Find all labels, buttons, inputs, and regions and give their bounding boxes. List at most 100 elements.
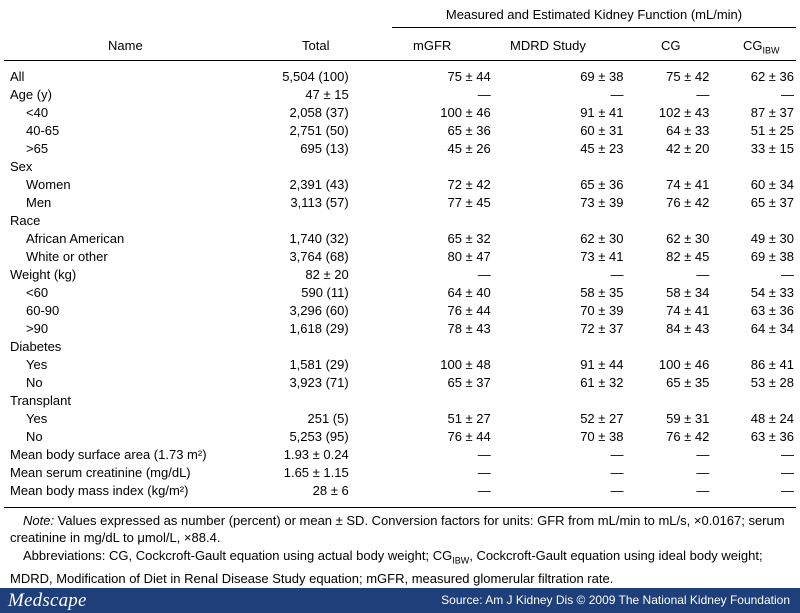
row-name-cell: All: [10, 69, 25, 84]
col-header-mdrd: MDRD Study: [510, 38, 586, 53]
row-name-cell: Transplant: [10, 393, 71, 408]
cgibw-main: CG: [743, 38, 763, 53]
row-mdrd-cell: 60 ± 31: [580, 123, 624, 138]
col-header-total: Total: [302, 38, 330, 53]
header-bottom-rule: [4, 60, 796, 61]
row-mgfr-cell: [397, 392, 518, 410]
table-row: Yes 1,581 (29) 100 ± 48 91 ± 44 100 ± 46 86 ±…: [0, 356, 800, 374]
row-mgfr-cell: —: [477, 87, 491, 102]
table-row: Diabetes: [0, 338, 800, 356]
data-table: All 5,504 (100) 75 ± 44 69 ± 38 75 ± 42 62 ± …: [0, 68, 800, 500]
row-mdrd-cell: 58 ± 35: [580, 285, 624, 300]
row-mgfr-cell: 76 ± 44: [447, 303, 491, 318]
row-cg-cell: 100 ± 46: [658, 357, 710, 372]
row-cgibw-cell: 33 ± 15: [750, 141, 794, 156]
row-total-cell: 5,504 (100): [282, 69, 349, 84]
table-row: 60-90 3,296 (60) 76 ± 44 70 ± 39 74 ± 41 63 ±…: [0, 302, 800, 320]
row-mdrd-cell: 65 ± 36: [580, 177, 624, 192]
row-cg-cell: 62 ± 30: [666, 231, 710, 246]
row-mgfr-cell: 77 ± 45: [447, 195, 491, 210]
row-name-cell: African American: [26, 231, 125, 246]
row-mdrd-cell: 61 ± 32: [580, 375, 624, 390]
row-mdrd-cell: 73 ± 41: [580, 249, 624, 264]
table-notes: Note: Values expressed as number (percen…: [10, 512, 794, 588]
row-total-cell: 1.93 ± 0.24: [283, 447, 349, 462]
footer-bar: Medscape Source: Am J Kidney Dis © 2009 …: [0, 588, 800, 613]
row-mgfr-cell: 65 ± 37: [447, 375, 491, 390]
row-total-cell: 1,581 (29): [289, 357, 349, 372]
col-header-cg: CG: [661, 38, 681, 53]
row-mgfr-cell: —: [477, 483, 491, 498]
group-header: Measured and Estimated Kidney Function (…: [445, 7, 743, 22]
row-name-cell: Women: [26, 177, 71, 192]
row-cgibw-cell: 53 ± 28: [750, 375, 794, 390]
abbr-part1: Abbreviations: CG, Cockcroft-Gault equat…: [23, 548, 453, 563]
row-mgfr-cell: [397, 158, 518, 176]
row-total-cell: 47 ± 15: [305, 87, 349, 102]
row-name-cell: Weight (kg): [10, 267, 77, 282]
note-label: Note:: [23, 513, 55, 528]
row-mdrd-cell: [518, 158, 624, 176]
row-name-cell: >90: [26, 321, 49, 336]
row-cgibw-cell: 48 ± 24: [750, 411, 794, 426]
row-mdrd-cell: 91 ± 44: [580, 357, 624, 372]
row-total-cell: 2,391 (43): [289, 177, 349, 192]
row-mdrd-cell: 73 ± 39: [580, 195, 624, 210]
row-name-cell: >65: [26, 141, 49, 156]
row-mdrd-cell: [518, 338, 624, 356]
group-header-rule: [392, 27, 796, 28]
row-mgfr-cell: [397, 212, 518, 230]
row-total-cell: 251 (5): [307, 411, 349, 426]
row-total-cell: 82 ± 20: [305, 267, 349, 282]
table-row: Mean serum creatinine (mg/dL) 1.65 ± 1.15…: [0, 464, 800, 482]
source-credit: Source: Am J Kidney Dis © 2009 The Natio…: [441, 593, 790, 607]
row-cgibw-cell: 87 ± 37: [750, 105, 794, 120]
row-mgfr-cell: [397, 338, 518, 356]
table-row: Weight (kg) 82 ± 20 — — — —: [0, 266, 800, 284]
row-name-cell: White or other: [26, 249, 108, 264]
row-name-cell: 40-65: [26, 123, 60, 138]
row-cgibw-cell: 86 ± 41: [750, 357, 794, 372]
row-name-cell: Mean body mass index (kg/m²): [10, 483, 189, 498]
row-cg-cell: 59 ± 31: [666, 411, 710, 426]
row-cgibw-cell: 54 ± 33: [750, 285, 794, 300]
row-cg-cell: —: [696, 483, 710, 498]
row-cgibw-cell: —: [781, 483, 794, 498]
row-name-cell: 60-90: [26, 303, 60, 318]
row-name-cell: Yes: [26, 357, 48, 372]
row-total-cell: 28 ± 6: [312, 483, 349, 498]
row-total-cell: 5,253 (95): [289, 429, 349, 444]
row-mdrd-cell: 52 ± 27: [580, 411, 624, 426]
table-row: All 5,504 (100) 75 ± 44 69 ± 38 75 ± 42 62 ± …: [0, 68, 800, 86]
row-mdrd-cell: 69 ± 38: [580, 69, 624, 84]
row-mdrd-cell: 70 ± 39: [580, 303, 624, 318]
row-mgfr-cell: —: [477, 267, 491, 282]
row-cg-cell: —: [696, 465, 710, 480]
row-total-cell: 590 (11): [301, 285, 349, 300]
row-cg-cell: 65 ± 35: [666, 375, 710, 390]
table-row: >90 1,618 (29) 78 ± 43 72 ± 37 84 ± 43 64 ± 3…: [0, 320, 800, 338]
row-cgibw-cell: 51 ± 25: [750, 123, 794, 138]
row-name-cell: Mean body surface area (1.73 m²): [10, 447, 207, 462]
row-total-cell: 3,113 (57): [290, 195, 349, 210]
table-row: Transplant: [0, 392, 800, 410]
row-cg-cell: 58 ± 34: [666, 285, 710, 300]
row-name-cell: Age (y): [10, 87, 52, 102]
row-mgfr-cell: 72 ± 42: [447, 177, 491, 192]
row-total-cell: 3,923 (71): [289, 375, 349, 390]
row-mdrd-cell: 62 ± 30: [580, 231, 624, 246]
row-mgfr-cell: 64 ± 40: [447, 285, 491, 300]
row-total-cell: 695 (13): [300, 141, 349, 156]
table-bottom-rule: [4, 507, 796, 508]
row-name-cell: Men: [26, 195, 52, 210]
row-cgibw-cell: 60 ± 34: [750, 177, 794, 192]
row-cgibw-cell: —: [781, 267, 794, 282]
row-cgibw-cell: 63 ± 36: [750, 303, 794, 318]
row-cgibw-cell: 64 ± 34: [750, 321, 794, 336]
abbr-sub: IBW: [452, 555, 470, 566]
row-mgfr-cell: 78 ± 43: [447, 321, 491, 336]
row-cg-cell: 84 ± 43: [666, 321, 710, 336]
abbr-part2: , Cockcroft-Gault equation using ideal b…: [10, 548, 763, 586]
row-cg-cell: [623, 158, 709, 176]
table-row: Yes 251 (5) 51 ± 27 52 ± 27 59 ± 31 48 ± 24: [0, 410, 800, 428]
